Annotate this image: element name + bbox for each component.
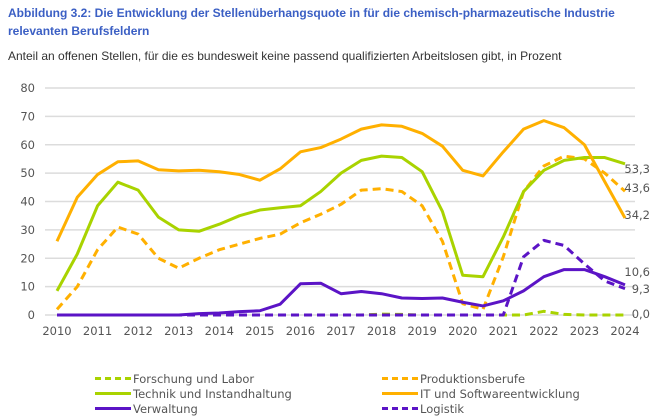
legend-swatch	[95, 392, 131, 395]
x-tick-label: 2020	[448, 324, 477, 338]
chart-title: Abbildung 3.2: Die Entwicklung der Stell…	[8, 6, 615, 38]
y-tick-label: 50	[20, 166, 35, 180]
legend-label: Forschung und Labor	[133, 371, 255, 386]
y-tick-label: 10	[20, 280, 35, 294]
y-tick-label: 30	[20, 223, 35, 237]
x-tick-label: 2012	[124, 324, 153, 338]
x-tick-label: 2021	[489, 324, 518, 338]
legend-swatch	[95, 377, 131, 380]
data-label: 10,6	[624, 265, 650, 279]
x-tick-label: 2022	[529, 324, 558, 338]
series-line-it-und-softwareentwicklung	[55, 119, 627, 242]
data-label: 43,6	[624, 181, 650, 195]
legend-label: Logistik	[420, 401, 465, 416]
legend-item: IT und Softwareentwicklung	[382, 386, 612, 401]
x-tick-label: 2014	[205, 324, 234, 338]
x-tick-label: 2024	[610, 324, 639, 338]
data-label: 0,0	[632, 307, 650, 321]
y-tick-label: 40	[20, 195, 35, 209]
legend-swatch	[382, 377, 418, 380]
x-tick-label: 2011	[83, 324, 112, 338]
x-tick-label: 2013	[164, 324, 193, 338]
legend-swatch	[382, 407, 418, 410]
data-label: 34,2	[624, 208, 650, 222]
legend-label: Verwaltung	[133, 401, 198, 416]
y-tick-label: 20	[20, 251, 35, 265]
legend: Forschung und Labor Produktionsberufe Tech…	[95, 371, 615, 416]
x-tick-label: 2015	[245, 324, 274, 338]
x-tick-label: 2023	[570, 324, 599, 338]
series-line-technik-und-instandhaltung	[55, 154, 626, 292]
x-tick-label: 2010	[42, 324, 71, 338]
y-tick-label: 70	[20, 109, 35, 123]
x-tick-label: 2018	[367, 324, 396, 338]
legend-swatch	[382, 392, 418, 395]
legend-item: Logistik	[382, 401, 612, 416]
x-tick-label: 2017	[326, 324, 355, 338]
legend-label: Technik und Instandhaltung	[133, 386, 292, 401]
line-chart: 0 10 20 30 40 50 60 70 80 2010 2011 2012 2013 2014 201…	[20, 81, 650, 338]
x-tick-label: 2016	[286, 324, 315, 338]
legend-label: Produktionsberufe	[420, 371, 526, 386]
legend-item: Produktionsberufe	[382, 371, 612, 386]
legend-item: Technik und Instandhaltung	[95, 386, 382, 401]
y-tick-label: 0	[28, 308, 35, 322]
series-line-logistik	[57, 238, 626, 317]
chart-subtitle: Anteil an offenen Stellen, für die es bu…	[8, 49, 562, 63]
data-label: 9,3	[632, 282, 650, 296]
legend-item: Verwaltung	[95, 401, 382, 416]
y-tick-label: 60	[20, 138, 35, 152]
x-tick-label: 2019	[408, 324, 437, 338]
series-line-verwaltung	[57, 268, 626, 317]
data-label: 53,3	[624, 162, 650, 176]
y-tick-label: 80	[20, 81, 35, 95]
legend-item: Forschung und Labor	[95, 371, 382, 386]
legend-swatch	[95, 407, 131, 410]
legend-label: IT und Softwareentwicklung	[420, 386, 580, 401]
